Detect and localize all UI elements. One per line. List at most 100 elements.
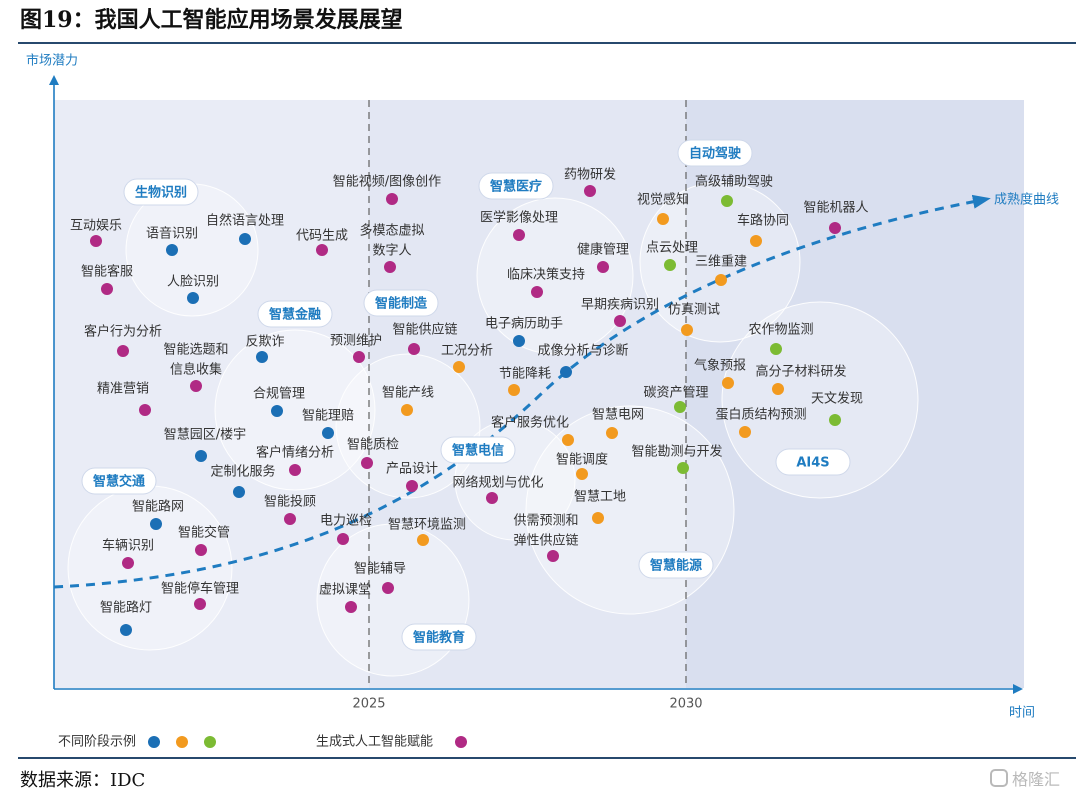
point-marker — [90, 235, 102, 247]
point-label: 网络规划与优化 — [452, 475, 543, 491]
point-label: 智能调度 — [556, 452, 608, 468]
data-point: 智慧环境监测 — [388, 517, 466, 546]
point-label: 临床决策支持 — [507, 267, 585, 283]
point-label: 自然语言处理 — [206, 213, 284, 229]
cluster-label: 智能制造 — [363, 289, 439, 317]
legend-swatch-green — [204, 736, 216, 748]
cluster-name: 智慧能源 — [650, 558, 702, 574]
cluster-name: 自动驾驶 — [689, 146, 741, 162]
data-point: 客户情绪分析 — [256, 445, 334, 476]
point-label: 智能停车管理 — [161, 581, 239, 597]
point-marker — [284, 513, 296, 525]
x-axis-label: 时间 — [1009, 706, 1035, 721]
point-label: 蛋白质结构预测 — [715, 407, 806, 423]
watermark-logo-icon — [990, 769, 1008, 787]
x-tick-label: 2030 — [669, 697, 702, 712]
data-point: 智能路灯 — [100, 600, 152, 636]
point-label: 智能产线 — [382, 386, 434, 401]
data-point: 预测维护 — [330, 334, 382, 363]
point-marker — [770, 343, 782, 355]
data-point: 智能调度 — [556, 452, 608, 480]
cluster-name: 智能教育 — [413, 630, 465, 646]
data-point: 碳资产管理 — [643, 386, 709, 413]
cluster-label: 智慧电信 — [440, 436, 516, 464]
point-label: 视觉感知 — [637, 192, 689, 208]
point-marker — [513, 335, 525, 347]
data-point: 客户服务优化 — [491, 415, 574, 446]
data-point: 智能产线 — [382, 386, 434, 416]
point-label: 人脸识别 — [167, 275, 219, 290]
point-marker — [150, 518, 162, 530]
point-label: 智能辅导 — [354, 562, 406, 577]
data-point: 智慧园区/楼宇 — [164, 427, 246, 462]
point-marker — [353, 351, 365, 363]
cluster-label: 自动驾驶 — [677, 139, 753, 167]
point-label: 仿真测试 — [668, 303, 720, 318]
point-marker — [417, 534, 429, 546]
point-label: 智能供应链 — [392, 322, 457, 338]
point-label: 客户服务优化 — [491, 415, 569, 431]
point-marker — [166, 244, 178, 256]
point-marker — [256, 351, 268, 363]
point-label: 高分子材料研发 — [755, 364, 846, 380]
data-point: 电力巡检 — [320, 514, 372, 545]
point-label: 智能视频/图像创作 — [333, 175, 441, 190]
point-label: 车辆识别 — [102, 538, 154, 554]
point-label: 电力巡检 — [320, 514, 372, 529]
data-point: 点云处理 — [646, 241, 698, 271]
point-label: 供需预测和 — [513, 514, 578, 529]
data-point: 智能投顾 — [264, 494, 316, 525]
cluster-bubble — [214, 329, 376, 491]
point-marker — [289, 464, 301, 476]
data-point: 仿真测试 — [668, 303, 720, 336]
stage-zone-3 — [686, 100, 1024, 688]
point-marker — [715, 274, 727, 286]
point-marker — [271, 405, 283, 417]
data-point: 智慧电网 — [592, 407, 644, 439]
point-marker — [664, 259, 676, 271]
point-label: 智慧园区/楼宇 — [164, 427, 246, 443]
point-label: 智能交管 — [178, 525, 230, 541]
point-marker — [386, 193, 398, 205]
data-point: 天文发现 — [811, 391, 863, 426]
point-marker — [614, 315, 626, 327]
point-marker — [721, 195, 733, 207]
point-marker — [195, 544, 207, 556]
point-label: 定制化服务 — [210, 464, 275, 480]
data-point: 健康管理 — [577, 242, 629, 273]
point-marker — [345, 601, 357, 613]
point-marker — [139, 404, 151, 416]
maturity-curve — [53, 194, 991, 589]
point-label: 碳资产管理 — [643, 386, 708, 401]
point-marker — [337, 533, 349, 545]
data-point: 视觉感知 — [637, 192, 689, 225]
cluster-name: 生物识别 — [135, 185, 187, 201]
cluster-label: 智慧能源 — [638, 551, 714, 579]
data-point: 智能交管 — [178, 525, 230, 556]
data-point: 智慧工地 — [574, 489, 626, 524]
data-point: 药物研发 — [564, 167, 616, 197]
point-label: 智能勘测与开发 — [631, 444, 722, 460]
data-point: 精准营销 — [97, 382, 151, 416]
data-point: 智能停车管理 — [161, 581, 239, 610]
cluster-label: 智能教育 — [401, 623, 477, 651]
point-marker — [560, 366, 572, 378]
cluster-label: 生物识别 — [123, 178, 199, 206]
cluster-name: AI4S — [796, 456, 829, 471]
cluster-bubble — [525, 405, 735, 615]
watermark: 格隆汇 — [990, 766, 1060, 790]
top-rule — [18, 42, 1076, 44]
data-point: 早期疾病识别 — [581, 298, 659, 327]
point-label: 多模态虚拟 — [359, 223, 424, 239]
point-label: 智能质检 — [347, 438, 399, 453]
data-point: 工况分析 — [441, 344, 493, 373]
y-axis-label: 市场潜力 — [26, 53, 78, 69]
point-label: 三维重建 — [695, 254, 747, 270]
point-marker — [597, 261, 609, 273]
point-marker — [677, 462, 689, 474]
data-point: 产品设计 — [386, 462, 438, 492]
point-marker — [722, 377, 734, 389]
point-marker — [531, 286, 543, 298]
data-point: 智能客服 — [81, 264, 133, 295]
